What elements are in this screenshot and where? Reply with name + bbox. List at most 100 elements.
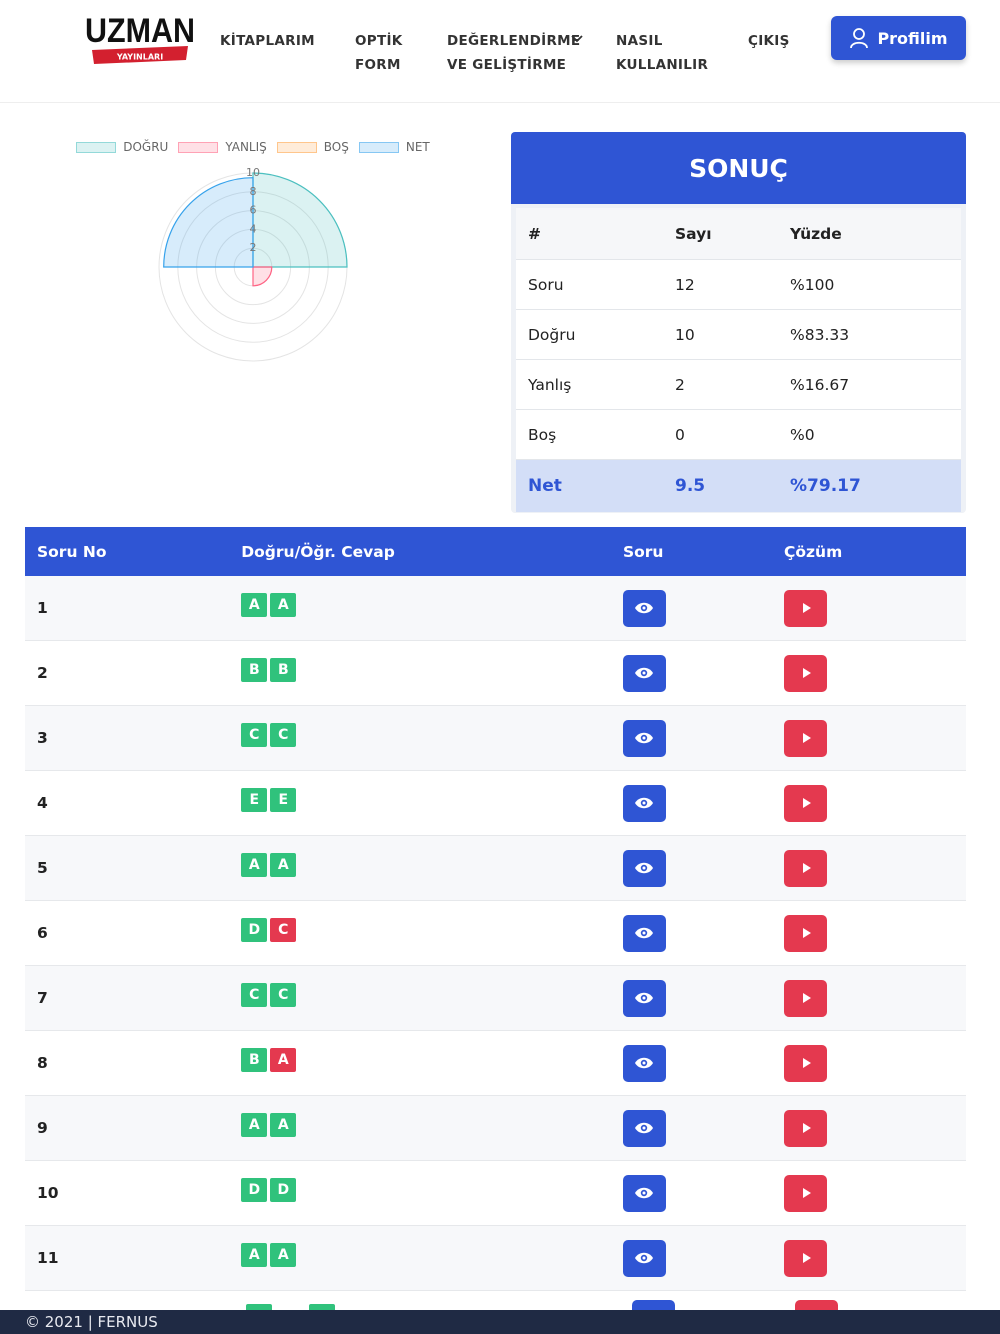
- view-button[interactable]: [622, 979, 666, 1017]
- column-header: Soru No: [25, 527, 242, 576]
- summary-title: SONUÇ: [511, 132, 966, 204]
- question-cell: [622, 965, 785, 1031]
- profile-button[interactable]: Profilim: [831, 16, 966, 60]
- student-badge: A: [270, 853, 297, 877]
- question-number: 5: [25, 835, 242, 901]
- question-number: 11: [25, 1225, 242, 1291]
- solution-button[interactable]: [784, 1174, 828, 1212]
- legend-item: BOŞ: [276, 140, 349, 154]
- solution-button[interactable]: [784, 1044, 828, 1082]
- play-icon: [802, 798, 811, 808]
- student-badge: E: [270, 788, 297, 812]
- view-button[interactable]: [622, 1174, 666, 1212]
- legend-swatch: [276, 141, 317, 153]
- legend-swatch: [76, 141, 117, 153]
- profile-label: Profilim: [877, 28, 948, 48]
- solution-cell: [784, 1095, 966, 1161]
- nav-item[interactable]: OPTİK FORM: [355, 33, 403, 73]
- solution-button[interactable]: [784, 589, 828, 627]
- summary-row: Soru 12 %100: [516, 259, 961, 310]
- nav-item[interactable]: NASIL KULLANILIR: [616, 33, 709, 73]
- summary-cell: Doğru: [516, 309, 675, 360]
- legend-item: YANLIŞ: [178, 140, 267, 154]
- badge: [309, 1304, 336, 1310]
- question-cell: [622, 1095, 785, 1161]
- solution-button[interactable]: [784, 1239, 828, 1277]
- eye-icon: [635, 1252, 654, 1264]
- legend-swatch: [178, 141, 219, 153]
- nav-item[interactable]: DEĞERLENDİRME VE GELİŞTİRME: [447, 33, 581, 73]
- eye-icon: [635, 602, 654, 614]
- polar-wedge: [252, 172, 348, 268]
- question-number: 9: [25, 1095, 242, 1161]
- play-icon: [802, 1058, 811, 1068]
- correct-badge: B: [241, 658, 268, 682]
- solution-cell: [784, 705, 966, 771]
- column-header: Çözüm: [784, 527, 966, 576]
- r-tick-label: 2: [250, 241, 257, 254]
- view-button[interactable]: [622, 719, 666, 757]
- legend-item: DOĞRU: [76, 140, 168, 154]
- view-button[interactable]: [622, 1239, 666, 1277]
- view-button[interactable]: [622, 1109, 666, 1147]
- solution-button[interactable]: [784, 654, 828, 692]
- question-cell: [622, 1160, 785, 1226]
- correct-badge: A: [241, 1113, 268, 1137]
- solution-button[interactable]: [784, 1109, 828, 1147]
- question-cell: [622, 640, 785, 706]
- view-button[interactable]: [622, 1044, 666, 1082]
- solution-button[interactable]: [784, 784, 828, 822]
- student-badge: A: [270, 1048, 297, 1072]
- question-number: 3: [25, 705, 242, 771]
- solution-button[interactable]: [784, 719, 828, 757]
- question-cell: [622, 770, 785, 836]
- r-tick-label: 8: [250, 185, 257, 198]
- view-button[interactable]: [622, 849, 666, 887]
- student-badge: A: [270, 1243, 297, 1267]
- correct-badge: A: [241, 1243, 268, 1267]
- question-cell: [622, 576, 785, 641]
- play-icon: [802, 993, 811, 1003]
- solution-button[interactable]: [784, 979, 828, 1017]
- solution-button[interactable]: [795, 1300, 838, 1310]
- solution-button[interactable]: [784, 914, 828, 952]
- summary-cell: Yüzde: [790, 208, 961, 260]
- summary-cell: 10: [675, 309, 790, 360]
- eye-icon: [635, 1187, 654, 1199]
- logo[interactable]: UZMAN YAYINLARI: [82, 10, 198, 68]
- eye-icon: [635, 797, 654, 809]
- view-button[interactable]: [622, 589, 666, 627]
- nav-item[interactable]: ÇIKIŞ: [748, 33, 790, 49]
- summary-cell: Net: [516, 459, 675, 512]
- legend-swatch: [358, 141, 399, 153]
- correct-badge: D: [241, 1178, 268, 1202]
- solution-button[interactable]: [784, 849, 828, 887]
- play-icon: [802, 733, 811, 743]
- student-badge: C: [270, 723, 297, 747]
- view-button[interactable]: [622, 784, 666, 822]
- r-tick-label: 10: [246, 166, 260, 179]
- nav-item[interactable]: KİTAPLARIM: [220, 33, 315, 49]
- r-tick-label: 6: [250, 204, 257, 217]
- correct-badge: A: [241, 853, 268, 877]
- question-number: 1: [25, 576, 242, 641]
- view-button[interactable]: [622, 914, 666, 952]
- summary-cell: %0: [790, 409, 961, 460]
- view-button[interactable]: [632, 1300, 675, 1310]
- view-button[interactable]: [622, 654, 666, 692]
- summary-cell: Yanlış: [516, 359, 675, 410]
- summary-row: # Sayı Yüzde: [516, 208, 961, 260]
